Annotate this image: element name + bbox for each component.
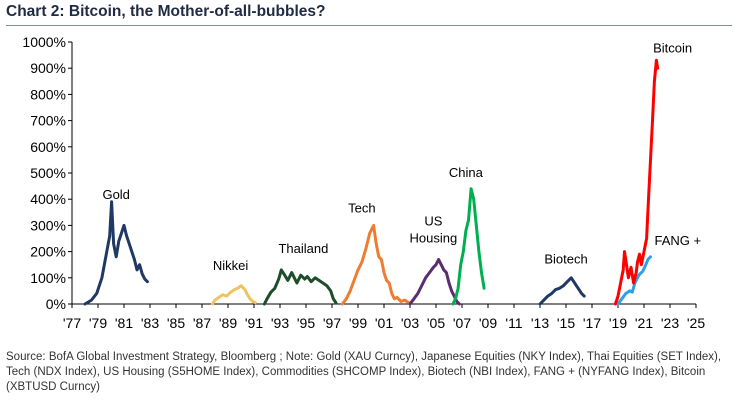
x-tick-label: '83 xyxy=(141,315,159,331)
x-tick-label: '21 xyxy=(635,315,653,331)
y-tick-label: 700% xyxy=(30,113,66,129)
y-tick-label: 900% xyxy=(30,60,66,76)
series-line-bitcoin xyxy=(613,58,660,306)
series-line-thailand xyxy=(262,268,338,306)
x-tick-label: '93 xyxy=(271,315,289,331)
y-tick-label: 100% xyxy=(30,270,66,286)
x-axis: '77 '79 '81 '83 '85 '87 '89 '91 '93 '95 '97 '99 '01 '… xyxy=(63,303,705,331)
x-tick-label: '01 xyxy=(375,315,393,331)
x-tick-label: '77 xyxy=(63,315,81,331)
x-tick-label: '99 xyxy=(349,315,367,331)
x-tick-label: '17 xyxy=(583,315,601,331)
y-tick-label: 0% xyxy=(46,296,66,312)
series-line-gold xyxy=(83,200,149,306)
x-tick-label: '81 xyxy=(115,315,133,331)
plot-area xyxy=(83,58,660,306)
x-tick-label: '87 xyxy=(193,315,211,331)
bubble-chart: 0% 100% 200% 300% 400% 500% 600% 700% 800% 900% 10… xyxy=(22,34,705,331)
y-tick-label: 1000% xyxy=(22,34,66,50)
series-label-china: China xyxy=(449,165,484,180)
x-tick-label: '09 xyxy=(479,315,497,331)
y-tick-label: 400% xyxy=(30,191,66,207)
x-tick-label: '07 xyxy=(453,315,471,331)
x-tick-label: '91 xyxy=(245,315,263,331)
series-line-nikkei xyxy=(210,284,257,306)
y-tick-label: 200% xyxy=(30,244,66,260)
series-label-us-housing: US xyxy=(424,213,442,228)
series-label-fang: FANG + xyxy=(654,233,701,248)
x-tick-label: '89 xyxy=(219,315,237,331)
x-tick-label: '23 xyxy=(661,315,679,331)
x-tick-label: '79 xyxy=(89,315,107,331)
series-line-china xyxy=(451,187,486,306)
x-tick-label: '11 xyxy=(505,315,522,331)
series-label-nikkei: Nikkei xyxy=(213,258,249,273)
x-tick-label: '25 xyxy=(687,315,705,331)
x-tick-label: '03 xyxy=(401,315,419,331)
series-labels: Gold Nikkei Thailand Tech US Housing China Biot… xyxy=(102,40,701,272)
y-tick-label: 500% xyxy=(30,165,66,181)
y-tick-label: 600% xyxy=(30,139,66,155)
x-tick-label: '15 xyxy=(557,315,575,331)
series-label-biotech: Biotech xyxy=(544,251,587,266)
series-line-us-housing xyxy=(408,258,461,306)
x-tick-label: '85 xyxy=(167,315,185,331)
series-line-tech xyxy=(340,223,411,306)
x-tick-label: '05 xyxy=(427,315,445,331)
y-tick-label: 300% xyxy=(30,217,66,233)
source-note: Source: BofA Global Investment Strategy,… xyxy=(6,351,722,393)
title-divider xyxy=(6,25,732,26)
series-label-gold: Gold xyxy=(102,187,129,202)
x-tick-label: '19 xyxy=(609,315,627,331)
series-label-bitcoin: Bitcoin xyxy=(653,40,692,55)
series-label-us-housing: Housing xyxy=(410,230,458,245)
series-line-biotech xyxy=(538,276,586,306)
series-label-tech: Tech xyxy=(348,200,375,215)
chart-title: Chart 2: Bitcoin, the Mother-of-all-bubb… xyxy=(6,3,326,20)
y-axis: 0% 100% 200% 300% 400% 500% 600% 700% 800% 900% 10… xyxy=(22,34,73,312)
x-tick-label: '13 xyxy=(531,315,549,331)
x-tick-label: '95 xyxy=(297,315,315,331)
series-label-thailand: Thailand xyxy=(278,241,328,256)
y-tick-label: 800% xyxy=(30,86,66,102)
x-tick-label: '97 xyxy=(323,315,341,331)
